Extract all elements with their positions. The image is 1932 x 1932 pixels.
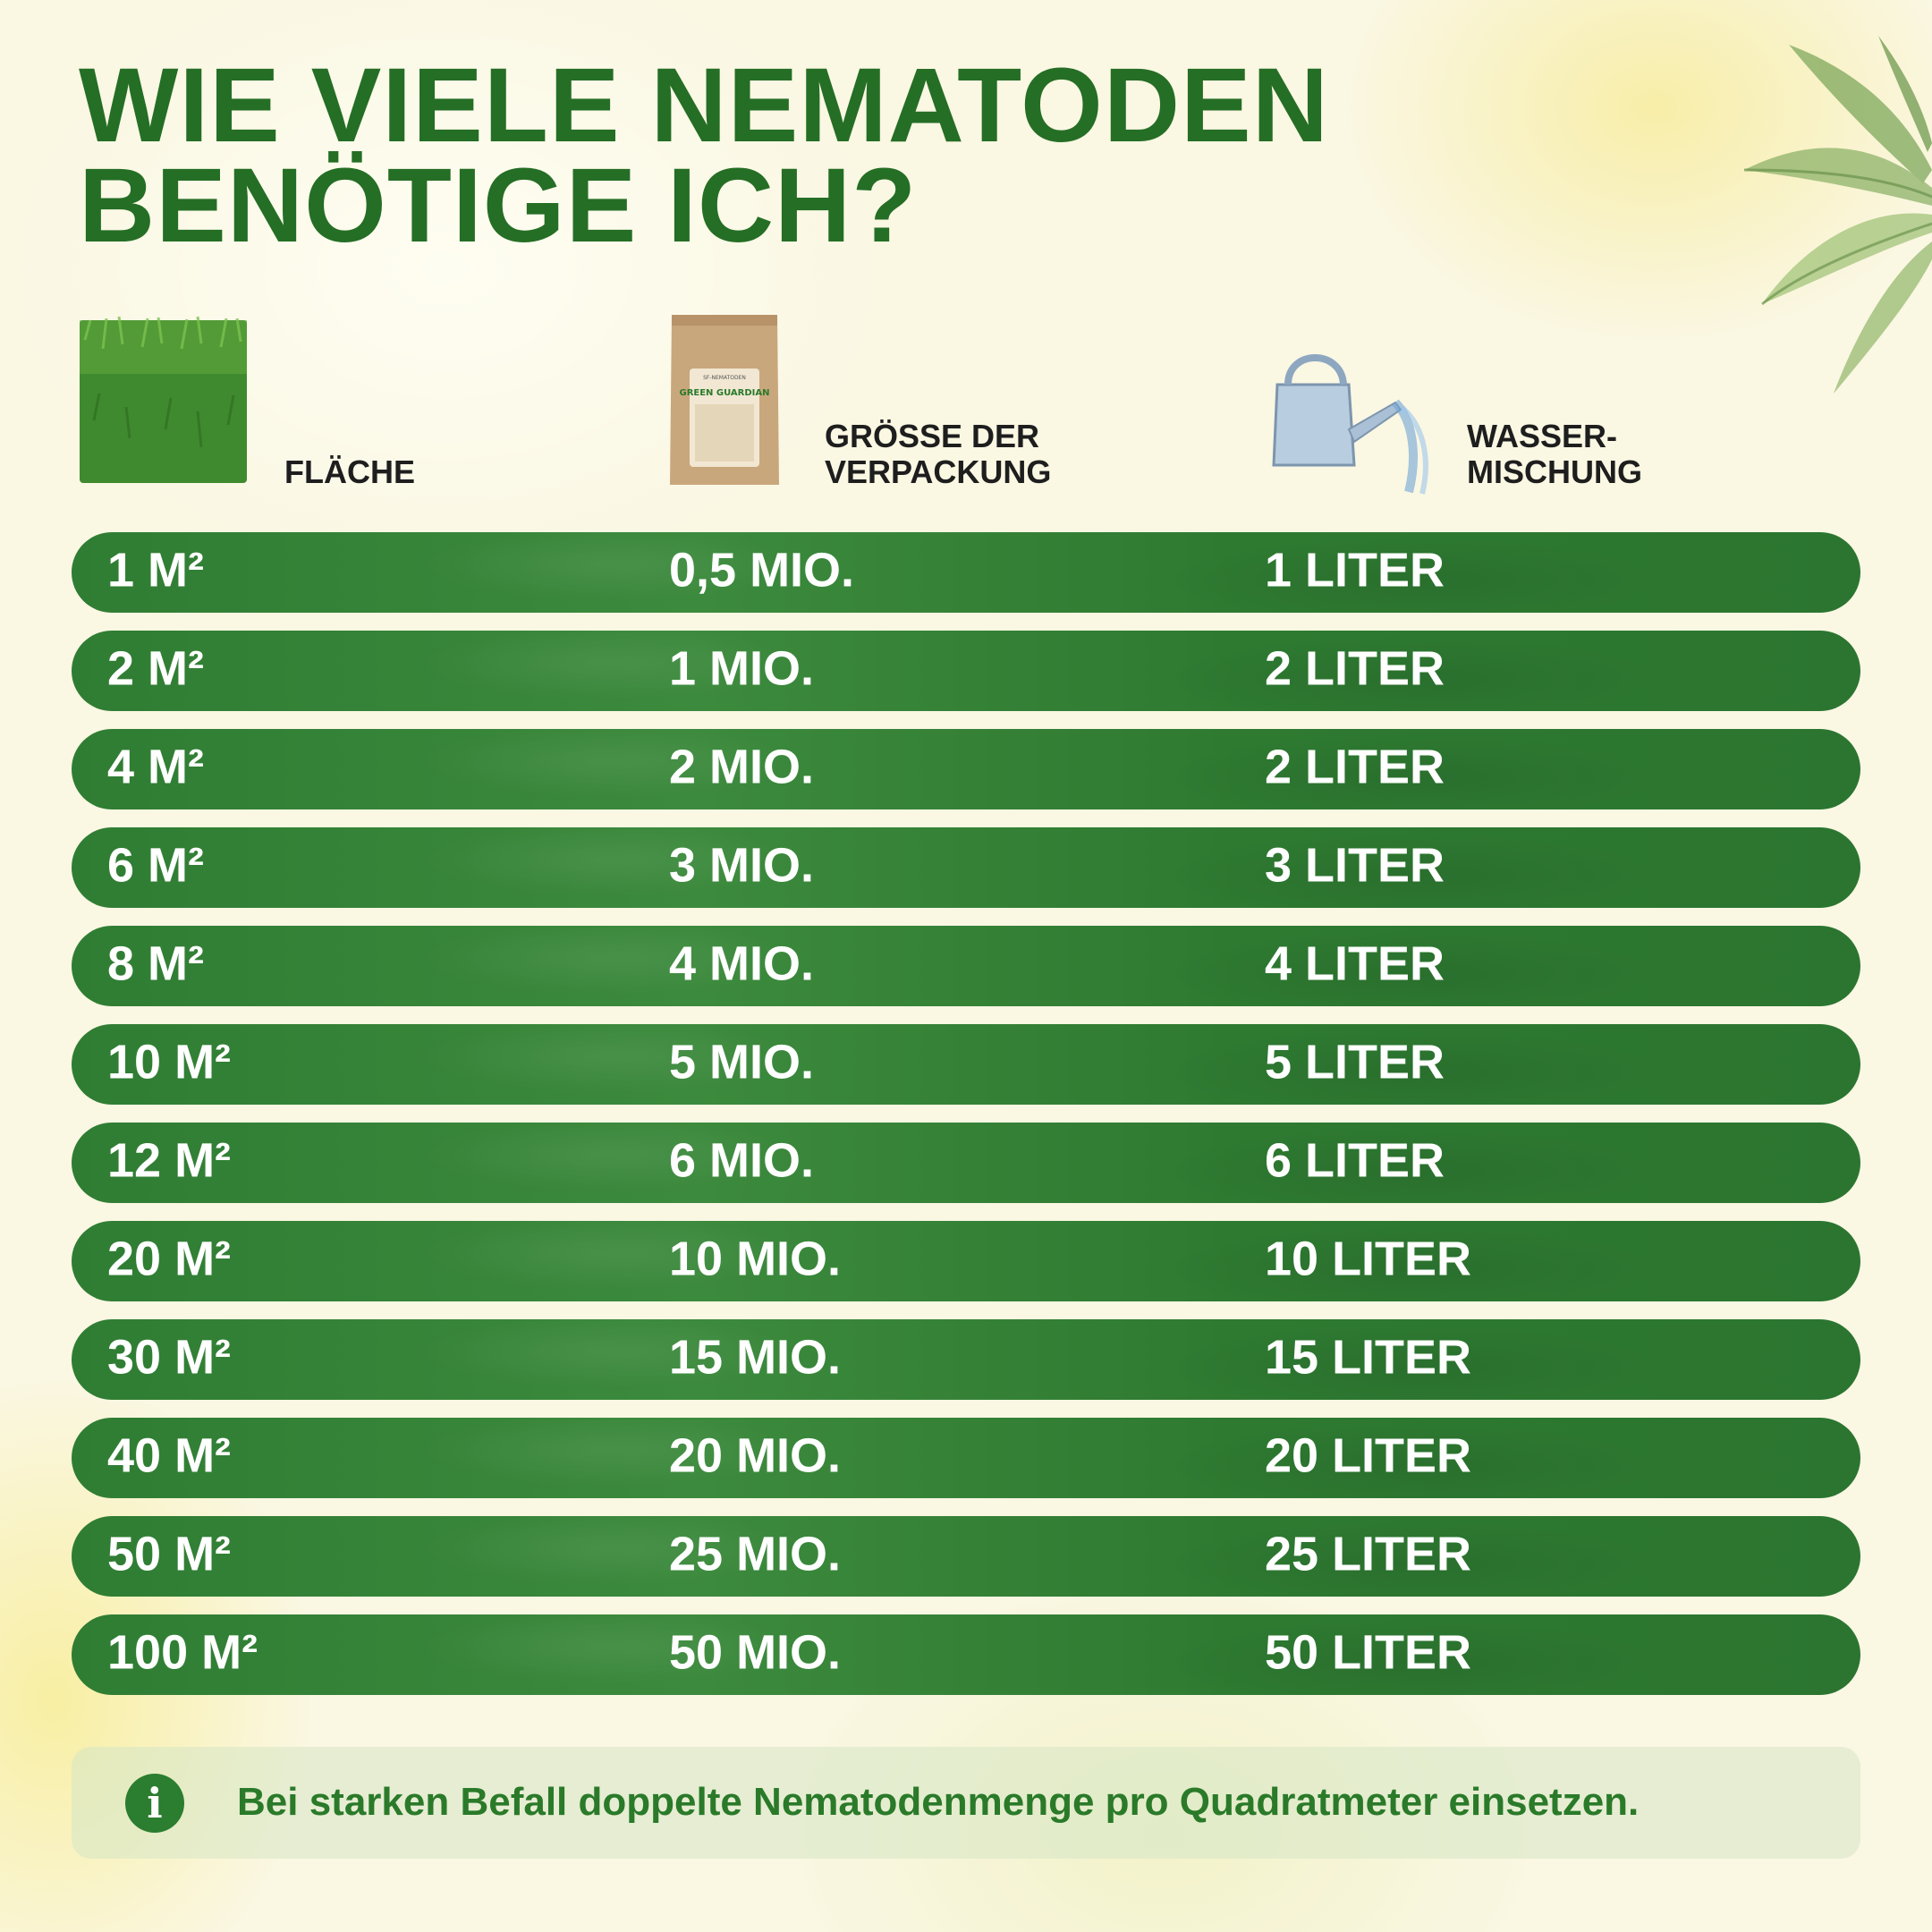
water-cell: 5 LITER (1265, 1035, 1445, 1089)
page-title: WIE VIELE NEMATODEN BENÖTIGE ICH? (79, 47, 1329, 265)
water-cell: 2 LITER (1265, 740, 1445, 794)
svg-text:SF-NEMATODEN: SF-NEMATODEN (703, 375, 746, 381)
package-cell: 20 MIO. (669, 1428, 842, 1483)
package-brand-text: GREEN GUARDIAN (679, 388, 769, 398)
column-header-package: GRÖßE DER VERPACKUNG (825, 419, 1051, 490)
package-cell: 1 MIO. (669, 641, 815, 696)
area-cell: 10 M² (107, 1035, 232, 1089)
area-cell: 40 M² (107, 1428, 232, 1483)
table-row: 10 M² 5 MIO. 5 LITER (72, 1024, 1860, 1105)
area-cell: 100 M² (107, 1625, 258, 1680)
column-header-water-line-1: WASSER- (1467, 418, 1618, 454)
area-cell: 50 M² (107, 1527, 232, 1581)
column-header-area-line-1: FLÄCHE (284, 453, 415, 490)
column-header-area: FLÄCHE (284, 454, 415, 490)
package-cell: 6 MIO. (669, 1133, 815, 1188)
water-cell: 15 LITER (1265, 1330, 1472, 1385)
table-row: 30 M² 15 MIO. 15 LITER (72, 1319, 1860, 1400)
package-cell: 3 MIO. (669, 838, 815, 893)
water-cell: 25 LITER (1265, 1527, 1472, 1581)
package-cell: 15 MIO. (669, 1330, 842, 1385)
table-row: 8 M² 4 MIO. 4 LITER (72, 926, 1860, 1006)
table-row: 40 M² 20 MIO. 20 LITER (72, 1418, 1860, 1498)
table-row: 50 M² 25 MIO. 25 LITER (72, 1516, 1860, 1597)
watering-can-icon (1272, 354, 1428, 495)
info-icon: i (125, 1774, 184, 1833)
column-header-water: WASSER- MISCHUNG (1467, 419, 1642, 490)
column-header-water-line-2: MISCHUNG (1467, 453, 1642, 490)
water-cell: 20 LITER (1265, 1428, 1472, 1483)
area-cell: 1 M² (107, 543, 204, 597)
package-cell: 4 MIO. (669, 936, 815, 991)
grass-icon (80, 316, 247, 483)
table-row: 12 M² 6 MIO. 6 LITER (72, 1123, 1860, 1203)
column-header-package-line-1: GRÖßE DER (825, 418, 1040, 454)
table-row: 20 M² 10 MIO. 10 LITER (72, 1221, 1860, 1301)
table-row: 6 M² 3 MIO. 3 LITER (72, 827, 1860, 908)
water-cell: 1 LITER (1265, 543, 1445, 597)
title-line-2: BENÖTIGE ICH? (79, 147, 918, 265)
area-cell: 20 M² (107, 1232, 232, 1286)
water-cell: 3 LITER (1265, 838, 1445, 893)
area-cell: 4 M² (107, 740, 204, 794)
area-cell: 2 M² (107, 641, 204, 696)
package-cell: 25 MIO. (669, 1527, 842, 1581)
package-cell: 2 MIO. (669, 740, 815, 794)
title-line-1: WIE VIELE NEMATODEN (79, 47, 1329, 165)
water-cell: 50 LITER (1265, 1625, 1472, 1680)
leaves-decoration-icon (1743, 36, 1932, 394)
info-box: i Bei starken Befall doppelte Nematodenm… (72, 1747, 1860, 1859)
table-row: 2 M² 1 MIO. 2 LITER (72, 631, 1860, 711)
area-cell: 12 M² (107, 1133, 232, 1188)
nematode-package-icon: SF-NEMATODEN GREEN GUARDIAN (670, 315, 779, 485)
table-row: 1 M² 0,5 MIO. 1 LITER (72, 532, 1860, 613)
water-cell: 2 LITER (1265, 641, 1445, 696)
package-cell: 50 MIO. (669, 1625, 842, 1680)
column-header-package-line-2: VERPACKUNG (825, 453, 1052, 490)
water-cell: 6 LITER (1265, 1133, 1445, 1188)
package-cell: 0,5 MIO. (669, 543, 855, 597)
area-cell: 30 M² (107, 1330, 232, 1385)
package-cell: 10 MIO. (669, 1232, 842, 1286)
area-cell: 8 M² (107, 936, 204, 991)
info-text: Bei starken Befall doppelte Nematodenmen… (237, 1780, 1640, 1824)
area-cell: 6 M² (107, 838, 204, 893)
water-cell: 4 LITER (1265, 936, 1445, 991)
package-cell: 5 MIO. (669, 1035, 815, 1089)
table-row: 4 M² 2 MIO. 2 LITER (72, 729, 1860, 809)
water-cell: 10 LITER (1265, 1232, 1472, 1286)
table-row: 100 M² 50 MIO. 50 LITER (72, 1614, 1860, 1695)
dosage-table: 1 M² 0,5 MIO. 1 LITER 2 M² 1 MIO. 2 LITER 4 … (72, 532, 1860, 1713)
